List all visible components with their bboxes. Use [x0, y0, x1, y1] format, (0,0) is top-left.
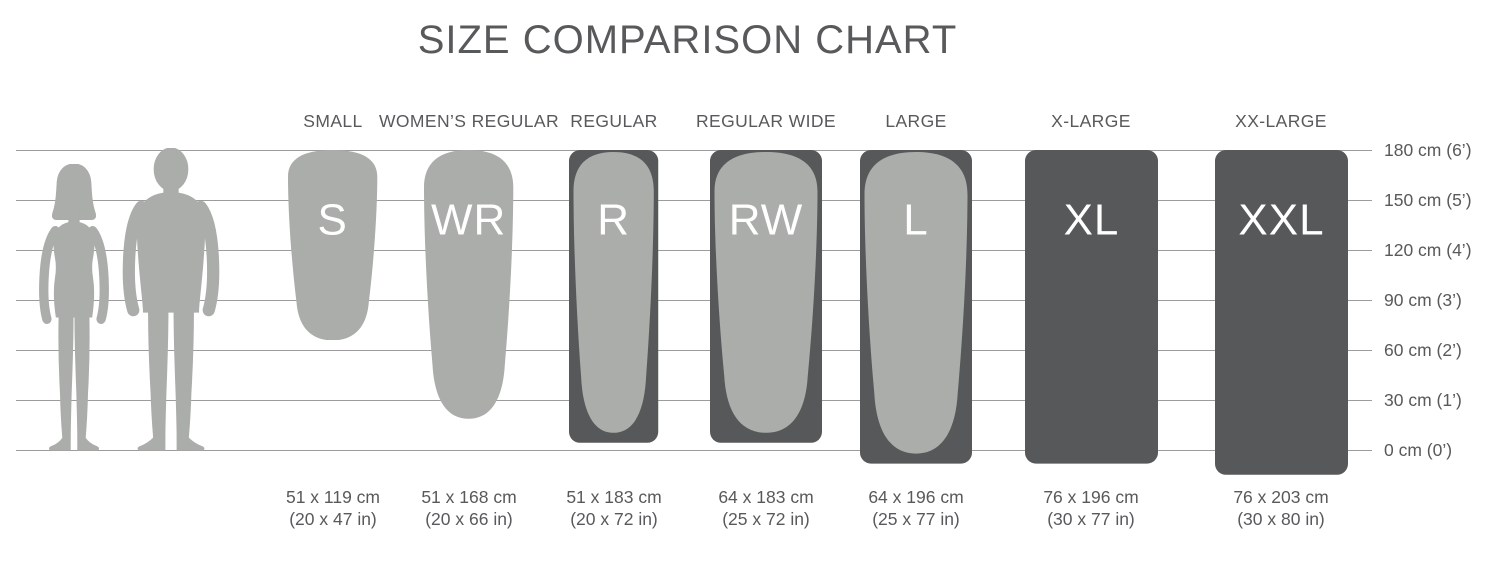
- page-title: SIZE COMPARISON CHART: [417, 18, 958, 62]
- woman-silhouette-icon: [39, 164, 109, 451]
- axis-tick-label: 120 cm (4’): [1384, 240, 1472, 260]
- grid-line: [16, 400, 1372, 401]
- pad-code-label-xl: XL: [1063, 195, 1119, 244]
- axis-tick-label: 180 cm (6’): [1384, 140, 1472, 160]
- dimensions-cm: 51 x 168 cm: [421, 487, 517, 507]
- grid-line: [16, 350, 1372, 351]
- size-column-header-xxl: XX-LARGE: [1235, 111, 1327, 131]
- dimensions-in: (20 x 66 in): [425, 509, 513, 529]
- pad-shape-xxl: XXL: [1214, 150, 1348, 475]
- size-dimensions-r: 51 x 183 cm (20 x 72 in): [504, 486, 724, 530]
- pad-code-label-rw: RW: [729, 195, 803, 244]
- size-dimensions-xxl: 76 x 203 cm (30 x 80 in): [1171, 486, 1391, 530]
- size-column-header-xl: X-LARGE: [1051, 111, 1131, 131]
- dimensions-in: (30 x 77 in): [1047, 509, 1135, 529]
- dimensions-in: (20 x 47 in): [289, 509, 377, 529]
- axis-tick-label: 60 cm (2’): [1384, 340, 1462, 360]
- size-column-header-l: LARGE: [885, 111, 947, 131]
- pad-code-label-r: R: [598, 195, 631, 244]
- pad-code-label-wr: WR: [431, 195, 506, 244]
- dimensions-cm: 64 x 183 cm: [718, 487, 814, 507]
- axis-tick-label: 150 cm (5’): [1384, 190, 1472, 210]
- pad-shape-rw: RW: [710, 150, 822, 443]
- size-column-header-rw: REGULAR WIDE: [696, 111, 836, 131]
- dimensions-cm: 64 x 196 cm: [868, 487, 964, 507]
- dimensions-cm: 51 x 183 cm: [566, 487, 662, 507]
- pad-shape-l: L: [860, 150, 972, 464]
- dimensions-cm: 76 x 196 cm: [1043, 487, 1139, 507]
- axis-tick-label: 0 cm (0’): [1384, 440, 1453, 460]
- size-column-header-wr: WOMEN’S REGULAR: [378, 111, 560, 131]
- grid-line: [16, 300, 1372, 301]
- pad-shape-xl: XL: [1024, 150, 1158, 464]
- size-dimensions-rw: 64 x 183 cm (25 x 72 in): [656, 486, 876, 530]
- size-column-header-s: SMALL: [303, 111, 363, 131]
- dimensions-in: (30 x 80 in): [1237, 509, 1325, 529]
- size-dimensions-l: 64 x 196 cm (25 x 77 in): [806, 486, 1026, 530]
- dimensions-in: (25 x 77 in): [872, 509, 960, 529]
- dimensions-cm: 51 x 119 cm: [285, 487, 381, 507]
- pad-shape-r: R: [569, 150, 659, 443]
- man-silhouette-icon: [122, 148, 220, 451]
- grid-line: [16, 200, 1372, 201]
- dimensions-in: (20 x 72 in): [570, 509, 658, 529]
- size-dimensions-s: 51 x 119 cm (20 x 47 in): [223, 486, 443, 530]
- grid-line: [16, 250, 1372, 251]
- grid-line: [16, 450, 1372, 451]
- dimensions-cm: 76 x 203 cm: [1233, 487, 1329, 507]
- grid-line: [16, 150, 1372, 151]
- pad-code-label-s: S: [318, 195, 348, 244]
- axis-tick-label: 90 cm (3’): [1384, 290, 1462, 310]
- dimensions-in: (25 x 72 in): [722, 509, 810, 529]
- pad-shape-wr: WR: [424, 150, 514, 419]
- size-dimensions-xl: 76 x 196 cm (30 x 77 in): [981, 486, 1201, 530]
- pad-shape-s: S: [288, 150, 378, 341]
- pad-code-label-xxl: XXL: [1238, 195, 1324, 244]
- pad-code-label-l: L: [903, 195, 928, 244]
- size-dimensions-wr: 51 x 168 cm (20 x 66 in): [359, 486, 579, 530]
- axis-tick-label: 30 cm (1’): [1384, 390, 1462, 410]
- size-column-header-r: REGULAR: [570, 111, 658, 131]
